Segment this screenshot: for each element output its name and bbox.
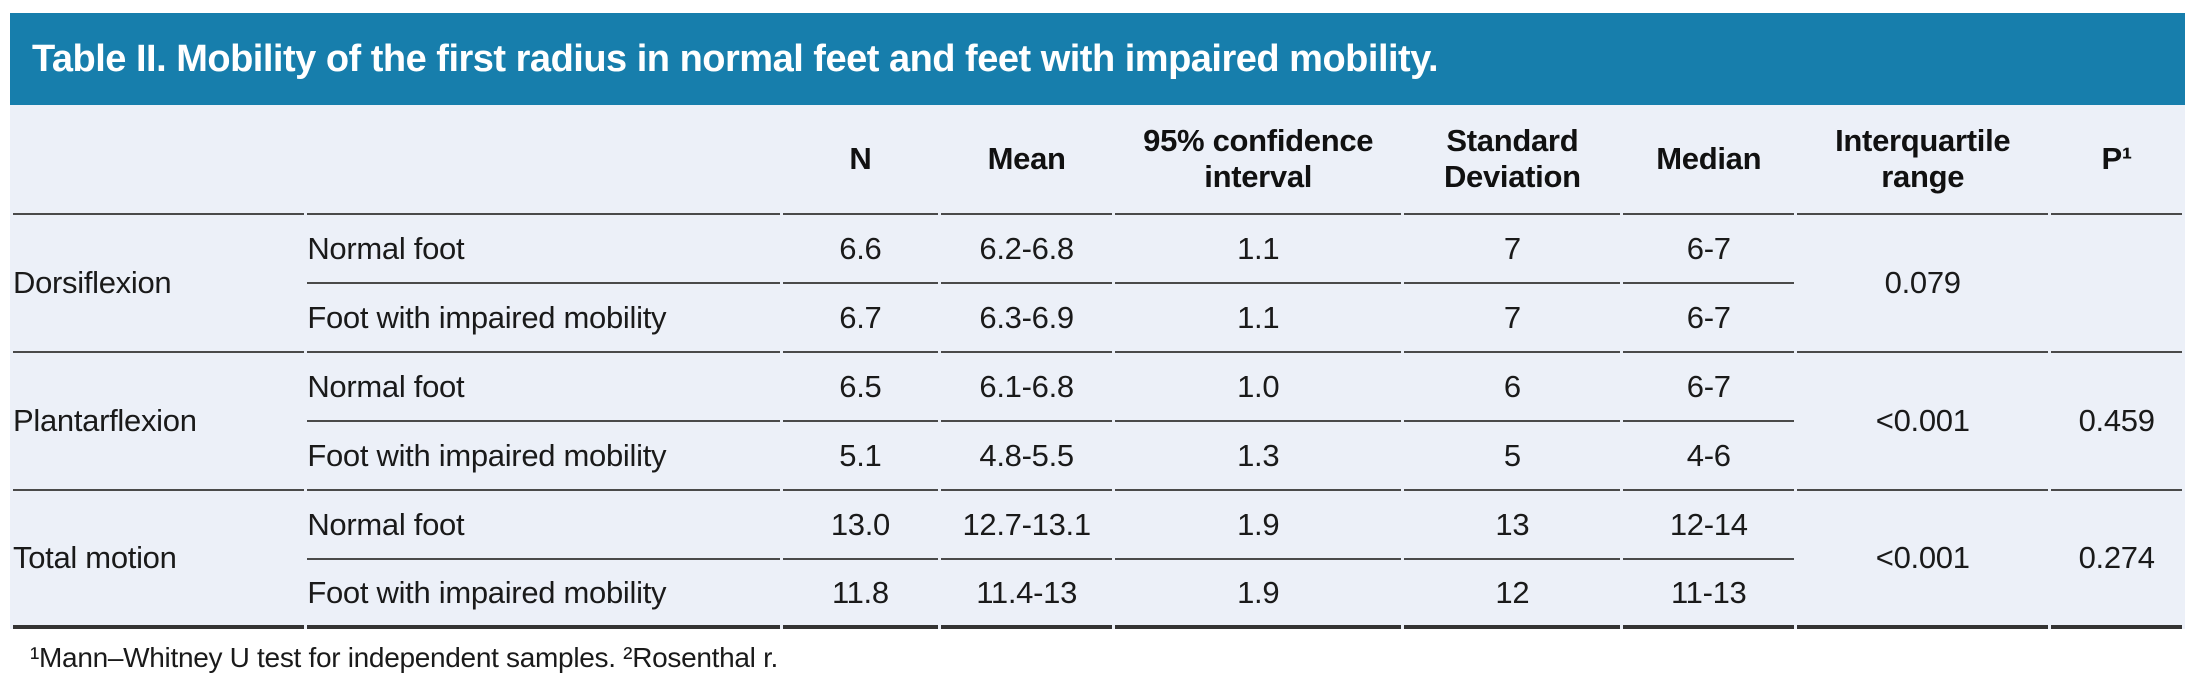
col-header-median: Median: [1623, 105, 1795, 215]
cell-median: 6-7: [1623, 215, 1795, 284]
cell-p: [2051, 215, 2182, 353]
table-row: Foot with impaired mobility 11.8 11.4-13…: [13, 560, 2182, 629]
cell-sd: 13: [1404, 491, 1621, 560]
cell-sd: 7: [1404, 215, 1621, 284]
cell-median: 6-7: [1623, 284, 1795, 353]
cell-mean: 11.4-13: [941, 560, 1113, 629]
cell-mean: 6.1-6.8: [941, 353, 1113, 422]
cell-mean: 6.3-6.9: [941, 284, 1113, 353]
table-title-bar: Table II. Mobility of the first radius i…: [10, 13, 2185, 105]
cell-ci: 1.1: [1115, 215, 1402, 284]
cell-p: 0.459: [2051, 353, 2182, 491]
table-row: Total motion Normal foot 13.0 12.7-13.1 …: [13, 491, 2182, 629]
group-label-plantarflexion: Plantarflexion: [13, 353, 305, 491]
cell-p: 0.274: [2051, 491, 2182, 629]
table-footnote: ¹Mann–Whitney U test for independent sam…: [30, 642, 779, 673]
cell-n: 6.7: [782, 284, 939, 353]
cell-n: 13.0: [782, 491, 939, 560]
mobility-table: N Mean 95% confidence interval Standard …: [10, 105, 2185, 629]
cell-n: 11.8: [782, 560, 939, 629]
col-header-p: P¹: [2051, 105, 2182, 215]
cell-median: 12-14: [1623, 491, 1795, 560]
col-header-sd: Standard Deviation: [1404, 105, 1621, 215]
cell-n: 5.1: [782, 422, 939, 491]
table-row: Plantarflexion Normal foot 6.5 6.1-6.8 1…: [13, 353, 2182, 491]
col-header-mean: Mean: [941, 105, 1113, 215]
cell-median: 4-6: [1623, 422, 1795, 491]
header-row: N Mean 95% confidence interval Standard …: [13, 105, 2182, 215]
row-label: Foot with impaired mobility: [307, 284, 780, 353]
cell-ci: 1.3: [1115, 422, 1402, 491]
cell-sd: 12: [1404, 560, 1621, 629]
row-label: Normal foot: [307, 215, 780, 284]
cell-n: 6.6: [782, 215, 939, 284]
cell-sd: 5: [1404, 422, 1621, 491]
cell-iqr: <0.001: [1797, 491, 2049, 629]
cell-ci: 1.9: [1115, 560, 1402, 629]
table-row: Dorsiflexion Normal foot 6.6 6.2-6.8 1.1…: [13, 215, 2182, 353]
cell-mean: 6.2-6.8: [941, 215, 1113, 284]
col-header-group: [13, 105, 305, 215]
row-label: Foot with impaired mobility: [307, 422, 780, 491]
table-row: Foot with impaired mobility 5.1 4.8-5.5 …: [13, 422, 2182, 491]
table-figure: Table II. Mobility of the first radius i…: [10, 13, 2185, 674]
group-label-total-motion: Total motion: [13, 491, 305, 629]
cell-ci: 1.9: [1115, 491, 1402, 560]
row-label: Normal foot: [307, 491, 780, 560]
cell-iqr: <0.001: [1797, 353, 2049, 491]
cell-sd: 7: [1404, 284, 1621, 353]
cell-ci: 1.1: [1115, 284, 1402, 353]
table-title: Table II. Mobility of the first radius i…: [32, 37, 1439, 80]
cell-n: 6.5: [782, 353, 939, 422]
cell-sd: 6: [1404, 353, 1621, 422]
col-header-subgroup: [307, 105, 780, 215]
col-header-iqr: Interquartile range: [1797, 105, 2049, 215]
cell-mean: 4.8-5.5: [941, 422, 1113, 491]
cell-mean: 12.7-13.1: [941, 491, 1113, 560]
cell-iqr: 0.079: [1797, 215, 2049, 353]
row-label: Foot with impaired mobility: [307, 560, 780, 629]
row-label: Normal foot: [307, 353, 780, 422]
cell-median: 6-7: [1623, 353, 1795, 422]
cell-median: 11-13: [1623, 560, 1795, 629]
group-label-dorsiflexion: Dorsiflexion: [13, 215, 305, 353]
col-header-ci: 95% confidence interval: [1115, 105, 1402, 215]
col-header-n: N: [782, 105, 939, 215]
table-row: Foot with impaired mobility 6.7 6.3-6.9 …: [13, 284, 2182, 353]
cell-ci: 1.0: [1115, 353, 1402, 422]
